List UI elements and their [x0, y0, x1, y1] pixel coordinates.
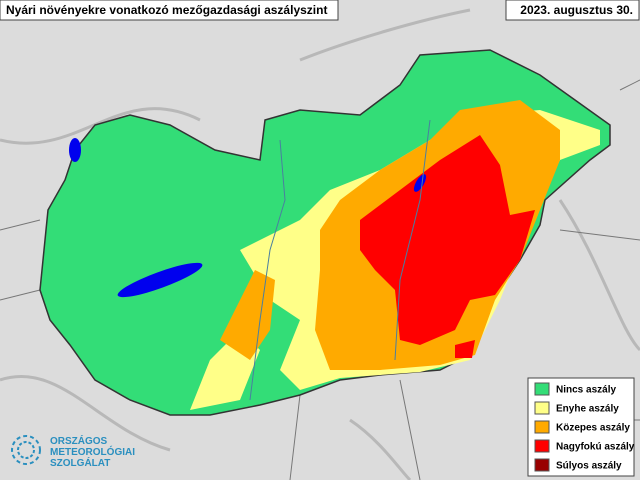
legend: Nincs aszály Enyhe aszály Közepes aszály Na… [534, 382, 635, 472]
legend-label: Nagyfokú aszály [556, 442, 635, 453]
logo-text: METEOROLÓGIAI [50, 445, 135, 458]
legend-swatch [534, 401, 550, 415]
title-box [0, 0, 339, 21]
logo-text: ORSZÁGOS [50, 434, 108, 447]
logo: ORSZÁGOS METEOROLÓGIAI SZOLGÁLAT [11, 434, 135, 469]
region-severe [455, 340, 475, 358]
region-severe [360, 135, 535, 345]
lake-ferto [69, 138, 81, 162]
logo-mark [11, 435, 41, 465]
legend-swatch [534, 439, 550, 453]
legend-label: Nincs aszály [556, 385, 616, 396]
legend-swatch [534, 420, 550, 434]
lake-balaton [117, 262, 203, 298]
date-box [505, 0, 640, 21]
legend-label: Súlyos aszály [556, 461, 622, 472]
terrain-relief [0, 8, 640, 480]
legend-swatch [534, 382, 550, 396]
legend-label: Közepes aszály [556, 423, 630, 434]
borders [0, 79, 640, 480]
logo-mark [17, 441, 35, 459]
legend-label: Enyhe aszály [556, 404, 619, 415]
legend-swatch [534, 458, 550, 472]
logo-text: SZOLGÁLAT [50, 456, 110, 469]
map-date: 2023. augusztus 30. [520, 3, 633, 17]
rivers [249, 119, 431, 401]
map-title: Nyári növényekre vonatkozó mezőgazdasági… [6, 3, 327, 17]
region-moderate [220, 270, 275, 360]
